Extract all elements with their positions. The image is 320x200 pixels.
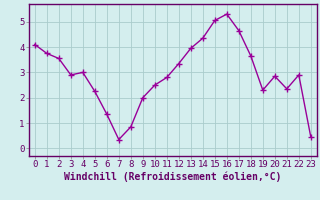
X-axis label: Windchill (Refroidissement éolien,°C): Windchill (Refroidissement éolien,°C): [64, 172, 282, 182]
